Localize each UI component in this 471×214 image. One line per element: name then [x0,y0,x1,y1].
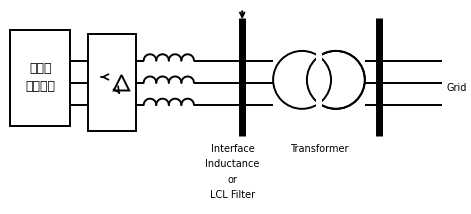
Bar [88,34,136,131]
Bar [316,49,322,111]
Bar [10,30,70,126]
Circle shape [273,51,331,109]
Text: Transformer: Transformer [290,144,348,154]
Circle shape [307,51,365,109]
Text: Interface
Inductance
or
LCL Filter: Interface Inductance or LCL Filter [205,144,260,200]
Text: Grid: Grid [447,83,467,93]
Text: 신재생
발전장치: 신재생 발전장치 [25,62,56,94]
